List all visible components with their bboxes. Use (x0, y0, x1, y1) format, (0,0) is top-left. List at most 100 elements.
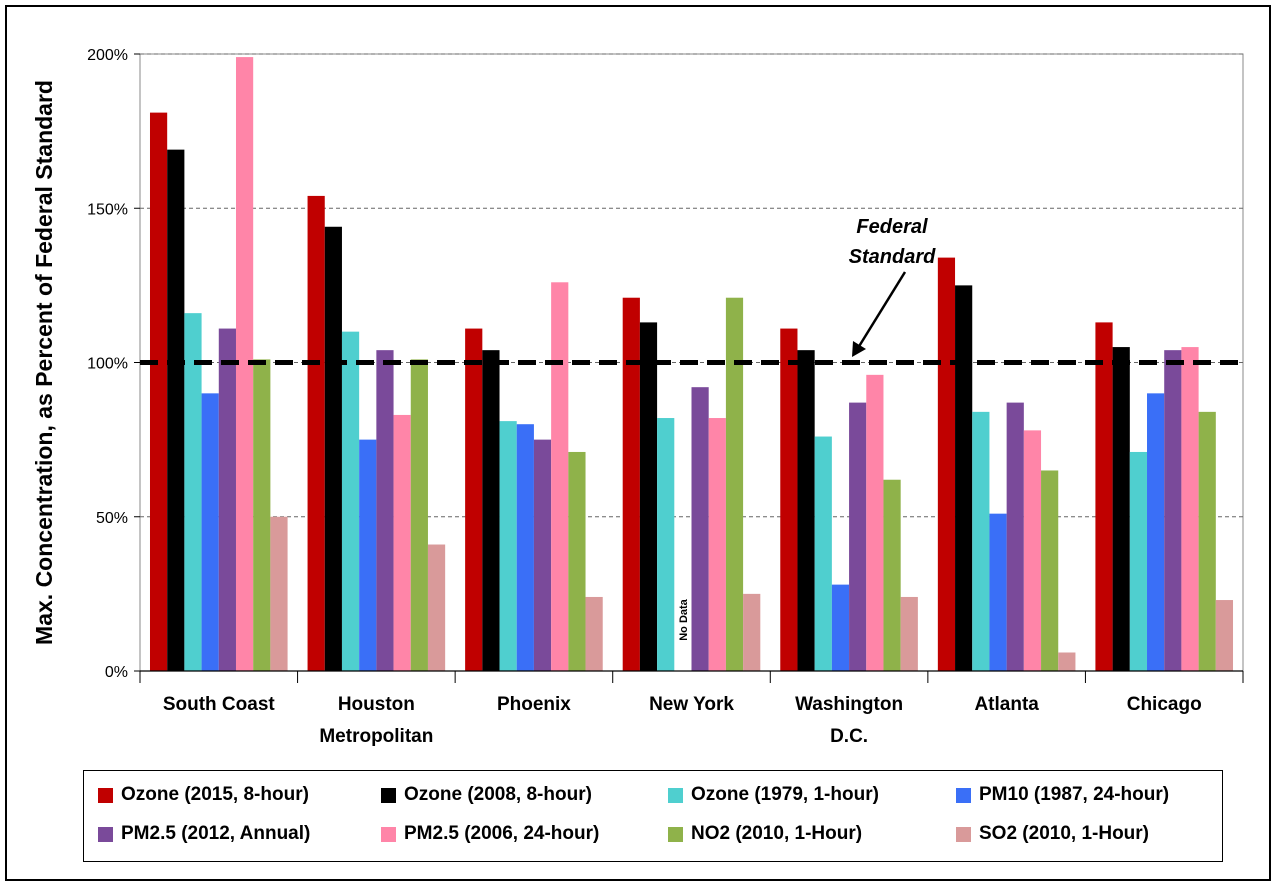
legend-label: PM2.5 (2006, 24-hour) (404, 823, 600, 844)
legend-label: NO2 (2010, 1-Hour) (691, 823, 863, 844)
x-category-label: D.C. (830, 726, 868, 747)
bar (184, 313, 202, 671)
legend-label: SO2 (2010, 1-Hour) (979, 823, 1149, 844)
legend-item: PM2.5 (2006, 24-hour) (381, 823, 599, 845)
legend-item: Ozone (2008, 8-hour) (381, 784, 592, 806)
bar (568, 451, 586, 671)
legend-label: Ozone (1979, 1-hour) (691, 784, 879, 805)
bar (235, 57, 254, 671)
bar (218, 328, 236, 671)
bar (900, 596, 918, 671)
bar (167, 149, 185, 671)
bar (201, 393, 219, 671)
bar (780, 328, 798, 671)
bar (585, 596, 603, 671)
bar (1112, 347, 1130, 671)
bar (1215, 600, 1234, 671)
bar (465, 328, 483, 671)
bar (393, 414, 411, 671)
legend-item: Ozone (1979, 1-hour) (668, 784, 879, 806)
legend-item: Ozone (2015, 8-hour) (98, 784, 309, 806)
legend-item: PM2.5 (2012, Annual) (98, 823, 310, 845)
bar (622, 297, 640, 671)
legend-label: PM10 (1987, 24-hour) (979, 784, 1170, 805)
legend-swatch (98, 826, 113, 842)
x-category-label: Houston (338, 694, 415, 715)
bar (814, 436, 832, 671)
bar (253, 359, 271, 671)
federal-standard-arrowhead (852, 341, 866, 357)
federal-standard-label: Federal (856, 216, 928, 238)
bar (743, 593, 761, 671)
bar (1058, 652, 1076, 671)
bar (324, 226, 342, 671)
legend-item: NO2 (2010, 1-Hour) (668, 823, 862, 845)
legend-item: PM10 (1987, 24-hour) (956, 784, 1169, 806)
bar (533, 439, 552, 671)
bar (307, 195, 325, 671)
federal-standard-arrow (856, 271, 907, 349)
legend-item: SO2 (2010, 1-Hour) (956, 823, 1149, 845)
bar (831, 584, 850, 671)
bar (1164, 350, 1182, 671)
bar (989, 513, 1007, 671)
bar (376, 350, 394, 671)
bar (1129, 451, 1148, 671)
no-data-annotation: No Data (678, 598, 690, 640)
legend-swatch (668, 826, 683, 842)
bar (149, 112, 168, 672)
bar (691, 387, 709, 671)
x-category-label: Metropolitan (319, 726, 433, 747)
legend-swatch (98, 787, 113, 803)
bar (1095, 322, 1113, 671)
bar (1041, 470, 1059, 671)
bar (1006, 402, 1024, 671)
bar (883, 479, 901, 671)
bar (359, 439, 377, 671)
bar (797, 350, 815, 671)
bar (270, 516, 288, 671)
bar (499, 421, 517, 671)
x-category-label: Chicago (1127, 694, 1202, 715)
x-category-label: South Coast (163, 694, 276, 715)
x-category-label: New York (649, 694, 734, 715)
chart-legend: Ozone (2015, 8-hour) Ozone (2008, 8-hour)… (83, 770, 1223, 862)
bar (639, 322, 658, 671)
federal-standard-label: Standard (849, 246, 936, 268)
y-tick-label: 50% (96, 510, 128, 527)
y-tick-label: 200% (87, 47, 128, 64)
bar (551, 282, 569, 671)
y-tick-label: 150% (87, 201, 128, 218)
bar (427, 544, 446, 671)
legend-swatch (381, 826, 396, 842)
legend-swatch (381, 787, 396, 803)
x-category-label: Phoenix (497, 694, 571, 715)
legend-label: Ozone (2015, 8-hour) (121, 784, 309, 805)
bar (341, 331, 360, 671)
x-category-label: Atlanta (974, 694, 1039, 715)
legend-swatch (956, 787, 971, 803)
bar (725, 297, 744, 671)
bar (1147, 393, 1165, 671)
legend-label: PM2.5 (2012, Annual) (121, 823, 311, 844)
bar (516, 424, 534, 671)
bar (937, 257, 956, 671)
bar (1198, 411, 1216, 671)
y-tick-label: 100% (87, 356, 128, 373)
bar (482, 350, 500, 671)
legend-swatch (956, 826, 971, 842)
bar (866, 374, 884, 671)
y-axis-title: Max. Concentration, as Percent of Federa… (31, 80, 57, 645)
bar (1181, 347, 1199, 671)
legend-label: Ozone (2008, 8-hour) (404, 784, 592, 805)
bar (410, 359, 428, 671)
bar (955, 285, 973, 671)
bar (849, 402, 867, 671)
bar (1023, 430, 1042, 671)
bar (657, 418, 675, 671)
bar (972, 411, 990, 671)
x-category-label: Washington (795, 694, 903, 715)
bar (708, 418, 726, 671)
y-tick-label: 0% (105, 664, 128, 681)
